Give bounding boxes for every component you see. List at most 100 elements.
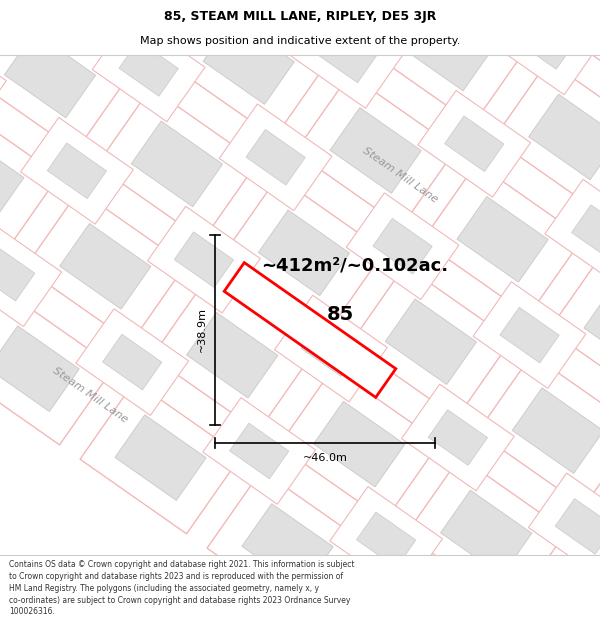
Polygon shape <box>439 0 599 22</box>
Polygon shape <box>0 0 78 32</box>
Text: Steam Mill Lane: Steam Mill Lane <box>361 146 439 204</box>
Polygon shape <box>291 1 404 108</box>
Polygon shape <box>223 177 385 329</box>
Polygon shape <box>330 486 442 593</box>
Polygon shape <box>275 295 387 402</box>
Text: ~38.9m: ~38.9m <box>197 308 207 352</box>
Polygon shape <box>174 232 233 288</box>
Polygon shape <box>0 134 24 220</box>
Polygon shape <box>0 0 4 62</box>
Polygon shape <box>301 321 361 376</box>
Polygon shape <box>445 116 504 172</box>
Polygon shape <box>187 312 278 398</box>
Polygon shape <box>529 473 600 580</box>
Polygon shape <box>0 326 79 411</box>
Polygon shape <box>148 206 260 313</box>
Polygon shape <box>103 334 162 390</box>
Polygon shape <box>317 27 377 82</box>
Polygon shape <box>367 0 528 124</box>
Polygon shape <box>484 601 543 625</box>
Polygon shape <box>152 279 313 431</box>
Polygon shape <box>402 5 493 91</box>
Polygon shape <box>295 74 456 227</box>
Text: ~46.0m: ~46.0m <box>302 453 347 463</box>
Polygon shape <box>406 457 566 609</box>
Polygon shape <box>356 512 416 568</box>
Polygon shape <box>494 61 600 213</box>
Polygon shape <box>164 0 277 19</box>
Polygon shape <box>203 398 316 504</box>
Polygon shape <box>478 354 600 507</box>
Polygon shape <box>517 14 575 69</box>
Polygon shape <box>0 0 52 8</box>
Polygon shape <box>0 29 7 135</box>
Polygon shape <box>240 0 401 35</box>
Polygon shape <box>0 220 62 326</box>
Text: to Crown copyright and database rights 2023 and is reproduced with the permissio: to Crown copyright and database rights 2… <box>9 572 343 581</box>
Polygon shape <box>572 205 600 261</box>
Polygon shape <box>76 309 188 416</box>
Polygon shape <box>4 32 95 118</box>
Polygon shape <box>512 388 600 473</box>
Polygon shape <box>350 266 511 418</box>
Polygon shape <box>224 262 396 398</box>
Polygon shape <box>457 196 548 282</box>
Polygon shape <box>369 592 460 625</box>
Polygon shape <box>207 470 368 622</box>
Text: Steam Mill Lane: Steam Mill Lane <box>50 366 130 424</box>
Polygon shape <box>385 299 476 384</box>
Polygon shape <box>92 15 205 122</box>
Text: co-ordinates) are subject to Crown copyright and database rights 2023 Ordnance S: co-ordinates) are subject to Crown copyr… <box>9 596 350 604</box>
Polygon shape <box>555 499 600 554</box>
Polygon shape <box>203 19 294 104</box>
Polygon shape <box>568 579 600 625</box>
Polygon shape <box>401 384 514 491</box>
Text: Map shows position and indicative extent of the property.: Map shows position and indicative extent… <box>140 36 460 46</box>
Polygon shape <box>80 381 241 534</box>
Polygon shape <box>314 401 405 487</box>
Polygon shape <box>473 282 586 388</box>
Polygon shape <box>59 224 151 309</box>
Polygon shape <box>25 190 186 342</box>
Polygon shape <box>0 246 35 301</box>
Text: HM Land Registry. The polygons (including the associated geometry, namely x, y: HM Land Registry. The polygons (includin… <box>9 584 319 592</box>
Polygon shape <box>500 308 559 363</box>
Polygon shape <box>346 193 459 299</box>
Polygon shape <box>20 118 133 224</box>
Text: 85, STEAM MILL LANE, RIPLEY, DE5 3JR: 85, STEAM MILL LANE, RIPLEY, DE5 3JR <box>164 10 436 23</box>
Polygon shape <box>373 218 432 274</box>
Polygon shape <box>418 91 530 197</box>
Polygon shape <box>549 252 600 404</box>
Polygon shape <box>242 504 333 589</box>
Polygon shape <box>330 107 421 193</box>
Polygon shape <box>168 0 329 138</box>
Text: ~412m²/~0.102ac.: ~412m²/~0.102ac. <box>262 256 449 274</box>
Polygon shape <box>0 292 114 445</box>
Polygon shape <box>545 179 600 286</box>
Polygon shape <box>362 0 475 6</box>
Polygon shape <box>334 559 495 625</box>
Polygon shape <box>119 41 178 96</box>
Polygon shape <box>230 423 289 479</box>
Polygon shape <box>41 0 202 49</box>
Polygon shape <box>275 0 366 2</box>
Polygon shape <box>566 0 600 111</box>
Polygon shape <box>246 129 305 185</box>
Polygon shape <box>0 101 59 254</box>
Polygon shape <box>533 546 600 625</box>
Text: 100026316.: 100026316. <box>9 608 55 616</box>
Polygon shape <box>422 163 583 316</box>
Text: Contains OS data © Crown copyright and database right 2021. This information is : Contains OS data © Crown copyright and d… <box>9 560 355 569</box>
Polygon shape <box>76 0 167 16</box>
Polygon shape <box>97 88 257 240</box>
Polygon shape <box>47 143 107 199</box>
Polygon shape <box>279 368 440 520</box>
Polygon shape <box>0 0 130 151</box>
Polygon shape <box>584 286 600 371</box>
Polygon shape <box>490 0 600 95</box>
Polygon shape <box>131 121 223 207</box>
Text: 85: 85 <box>326 306 353 324</box>
Polygon shape <box>428 409 488 465</box>
Polygon shape <box>115 415 206 501</box>
Polygon shape <box>457 576 569 625</box>
